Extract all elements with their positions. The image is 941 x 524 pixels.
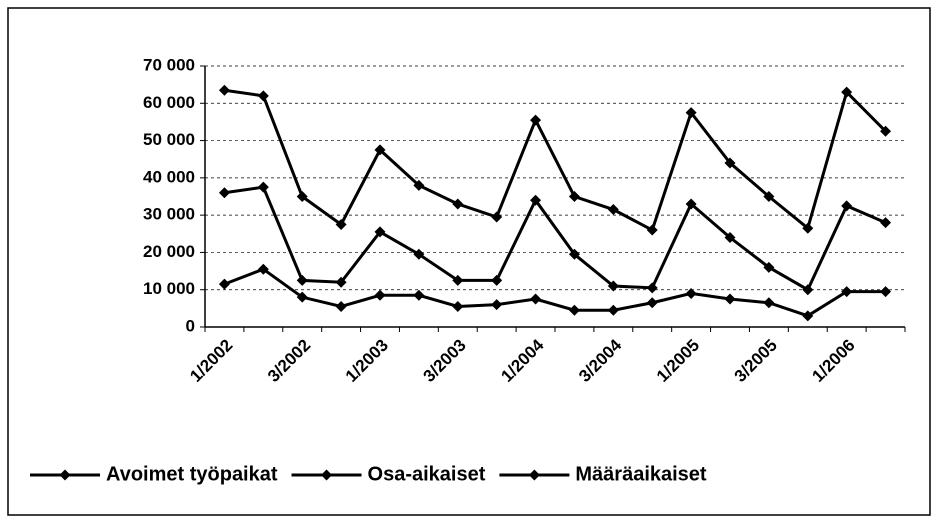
data-point: [646, 224, 658, 236]
data-point: [530, 293, 542, 305]
legend-marker: [321, 469, 333, 481]
data-point: [296, 191, 308, 202]
data-point: [802, 284, 814, 296]
data-point: [568, 304, 580, 316]
data-point: [607, 304, 619, 316]
data-point: [296, 291, 308, 303]
data-point: [568, 248, 580, 260]
series-line: [223, 267, 886, 318]
data-point: [841, 200, 853, 212]
data-point: [413, 289, 425, 301]
data-point: [257, 90, 269, 102]
data-point: [607, 280, 619, 292]
data-point: [413, 248, 425, 260]
data-point: [218, 84, 230, 96]
data-point: [374, 144, 386, 156]
chart-frame: [7, 7, 931, 516]
data-point: [880, 286, 892, 298]
data-point: [685, 107, 697, 119]
data-point: [296, 274, 308, 286]
y-tick-label: 70 000: [143, 55, 195, 74]
legend-label: Määräaikaiset: [575, 463, 707, 485]
data-point: [530, 114, 542, 126]
y-tick-label: 20 000: [143, 242, 195, 261]
y-tick-label: 30 000: [143, 205, 195, 224]
data-point: [646, 297, 658, 309]
data-point: [452, 300, 464, 312]
legend-marker: [528, 469, 540, 481]
series-line: [224, 88, 887, 233]
data-point: [724, 232, 736, 244]
y-tick-label: 50 000: [143, 130, 195, 149]
data-point: [335, 218, 347, 230]
legend-label: Osa-aikaiset: [368, 463, 486, 485]
data-point: [257, 263, 269, 275]
data-point: [763, 297, 775, 309]
data-point: [530, 194, 542, 206]
series-line: [224, 185, 887, 292]
y-tick-label: 10 000: [143, 279, 195, 298]
data-point: [724, 157, 736, 169]
data-point: [607, 204, 619, 216]
data-point: [374, 226, 386, 238]
data-point: [374, 289, 386, 301]
data-point: [802, 310, 814, 322]
data-point: [763, 191, 775, 202]
legend-marker: [59, 469, 71, 481]
data-point: [763, 261, 775, 273]
y-tick-label: 40 000: [143, 167, 195, 186]
data-point: [491, 274, 503, 286]
data-point: [724, 293, 736, 305]
data-point: [491, 211, 503, 223]
data-point: [257, 181, 269, 193]
data-point: [880, 125, 892, 137]
legend-label: Avoimet työpaikat: [106, 463, 278, 485]
data-point: [568, 191, 580, 202]
data-point: [841, 286, 853, 298]
data-point: [802, 222, 814, 234]
data-point: [335, 276, 347, 288]
data-point: [218, 278, 230, 290]
y-tick-label: 0: [186, 316, 195, 335]
data-point: [218, 187, 230, 199]
data-point: [685, 198, 697, 210]
data-point: [646, 282, 658, 294]
data-point: [452, 274, 464, 286]
data-point: [452, 198, 464, 210]
data-point: [413, 179, 425, 191]
data-point: [685, 287, 697, 299]
data-point: [841, 86, 853, 98]
y-tick-label: 60 000: [143, 93, 195, 112]
data-point: [880, 217, 892, 229]
data-point: [335, 300, 347, 312]
data-point: [491, 299, 503, 311]
